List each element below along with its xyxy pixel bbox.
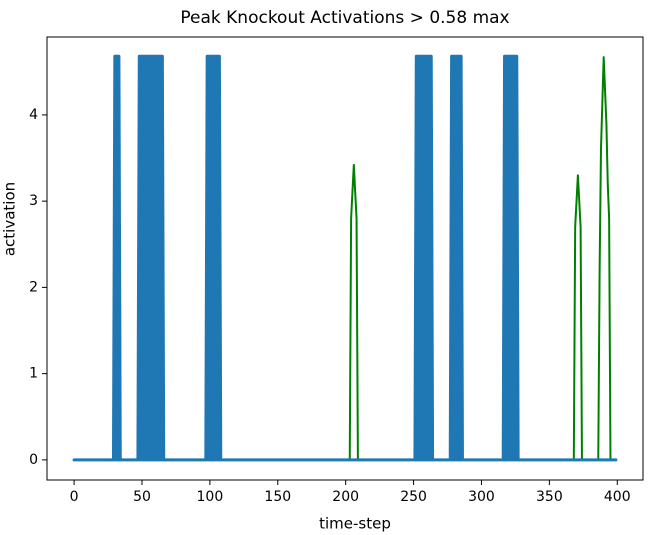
x-tick-label: 200 — [332, 489, 359, 505]
x-tick-label: 250 — [400, 489, 427, 505]
y-tick-label: 0 — [29, 452, 38, 468]
y-tick-label: 4 — [29, 107, 38, 123]
x-tick-label: 150 — [264, 489, 291, 505]
x-tick-label: 50 — [133, 489, 151, 505]
y-tick-label: 1 — [29, 366, 38, 382]
y-axis-label: activation — [1, 182, 19, 256]
x-tick-label: 400 — [604, 489, 631, 505]
y-tick-label: 2 — [29, 279, 38, 295]
x-tick-label: 350 — [536, 489, 563, 505]
x-axis-label: time-step — [319, 515, 391, 533]
plot-area — [72, 54, 618, 462]
series-line — [72, 54, 618, 462]
x-tick-label: 300 — [468, 489, 495, 505]
x-tick-label: 0 — [70, 489, 79, 505]
axes-frame — [46, 36, 644, 481]
x-tick-label: 100 — [197, 489, 224, 505]
y-tick-label: 3 — [29, 193, 38, 209]
series-line — [74, 56, 615, 461]
chart-title: Peak Knockout Activations > 0.58 max — [180, 8, 509, 28]
